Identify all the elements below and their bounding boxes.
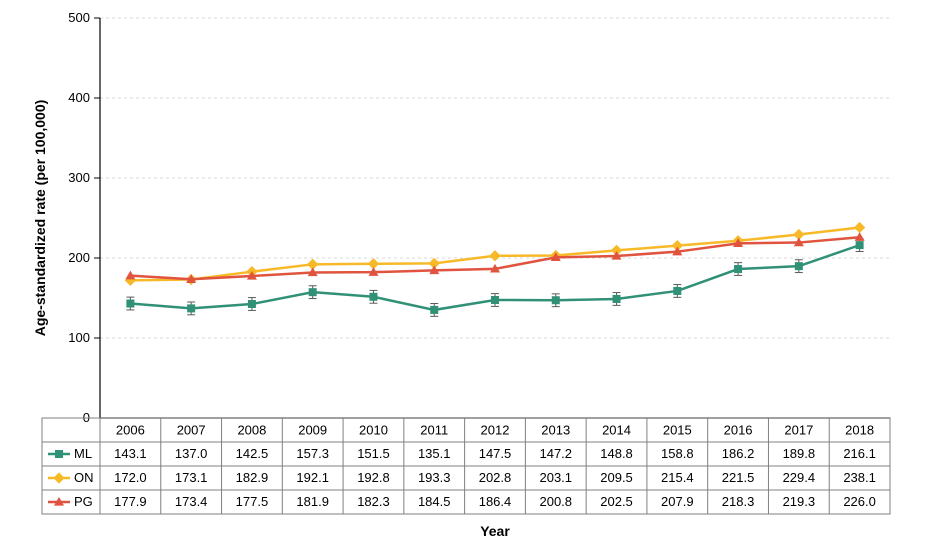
marker-square — [309, 288, 317, 296]
table-cell: 215.4 — [661, 470, 694, 485]
legend-label-PG: PG — [74, 494, 93, 509]
table-cell: 151.5 — [357, 446, 390, 461]
table-cell: 173.4 — [175, 494, 208, 509]
legend-label-ON: ON — [74, 470, 94, 485]
table-cell: 148.8 — [600, 446, 633, 461]
table-cell: 219.3 — [783, 494, 816, 509]
marker-square — [613, 295, 621, 303]
table-cell: 218.3 — [722, 494, 755, 509]
table-cell: 172.0 — [114, 470, 147, 485]
table-header-year: 2017 — [784, 422, 813, 437]
table-cell: 181.9 — [296, 494, 329, 509]
table-cell: 216.1 — [843, 446, 876, 461]
table-cell: 202.8 — [479, 470, 512, 485]
table-cell: 192.1 — [296, 470, 329, 485]
table-cell: 143.1 — [114, 446, 147, 461]
table-header-year: 2015 — [663, 422, 692, 437]
ytick-label: 400 — [68, 90, 90, 105]
table-cell: 147.2 — [539, 446, 572, 461]
table-cell: 200.8 — [539, 494, 572, 509]
table-cell: 203.1 — [539, 470, 572, 485]
table-header-year: 2007 — [177, 422, 206, 437]
table-cell: 192.8 — [357, 470, 390, 485]
marker-square — [734, 265, 742, 273]
table-cell: 177.5 — [236, 494, 269, 509]
table-cell: 147.5 — [479, 446, 512, 461]
marker-square — [552, 296, 560, 304]
ytick-label: 100 — [68, 330, 90, 345]
marker-diamond — [489, 250, 500, 261]
table-header-year: 2009 — [298, 422, 327, 437]
table-header-year: 2014 — [602, 422, 631, 437]
ytick-label: 200 — [68, 250, 90, 265]
marker-square — [430, 306, 438, 314]
marker-diamond — [854, 222, 865, 233]
table-cell: 177.9 — [114, 494, 147, 509]
table-cell: 173.1 — [175, 470, 208, 485]
marker-square — [248, 300, 256, 308]
table-cell: 209.5 — [600, 470, 633, 485]
table-cell: 221.5 — [722, 470, 755, 485]
marker-square — [369, 293, 377, 301]
marker-square — [187, 304, 195, 312]
table-header-year: 2006 — [116, 422, 145, 437]
table-cell: 137.0 — [175, 446, 208, 461]
table-cell: 182.3 — [357, 494, 390, 509]
table-header-year: 2012 — [481, 422, 510, 437]
ytick-label: 500 — [68, 10, 90, 25]
table-cell: 186.4 — [479, 494, 512, 509]
marker-square — [126, 300, 134, 308]
marker-diamond — [53, 472, 64, 483]
table-cell: 202.5 — [600, 494, 633, 509]
marker-square — [856, 241, 864, 249]
table-cell: 189.8 — [783, 446, 816, 461]
chart-svg: 0100200300400500Age-standardized rate (p… — [0, 0, 930, 557]
x-axis-title: Year — [480, 523, 510, 539]
table-cell: 226.0 — [843, 494, 876, 509]
table-cell: 135.1 — [418, 446, 451, 461]
table-header-year: 2013 — [541, 422, 570, 437]
legend-label-ML: ML — [74, 446, 92, 461]
marker-square — [491, 296, 499, 304]
table-header-year: 2018 — [845, 422, 874, 437]
chart-container: { "chart": { "type": "line", "background… — [0, 0, 930, 557]
marker-square — [795, 262, 803, 270]
table-cell: 158.8 — [661, 446, 694, 461]
table-header-year: 2016 — [724, 422, 753, 437]
table-cell: 238.1 — [843, 470, 876, 485]
table-cell: 186.2 — [722, 446, 755, 461]
table-cell: 207.9 — [661, 494, 694, 509]
marker-square — [673, 287, 681, 295]
table-cell: 193.3 — [418, 470, 451, 485]
y-axis-title: Age-standardized rate (per 100,000) — [32, 100, 48, 337]
table-header-year: 2011 — [420, 422, 448, 437]
table-cell: 184.5 — [418, 494, 451, 509]
table-cell: 142.5 — [236, 446, 269, 461]
table-header-year: 2010 — [359, 422, 388, 437]
table-cell: 182.9 — [236, 470, 269, 485]
table-cell: 229.4 — [783, 470, 816, 485]
table-cell: 157.3 — [296, 446, 329, 461]
ytick-label: 300 — [68, 170, 90, 185]
marker-square — [55, 450, 63, 458]
table-header-year: 2008 — [237, 422, 266, 437]
